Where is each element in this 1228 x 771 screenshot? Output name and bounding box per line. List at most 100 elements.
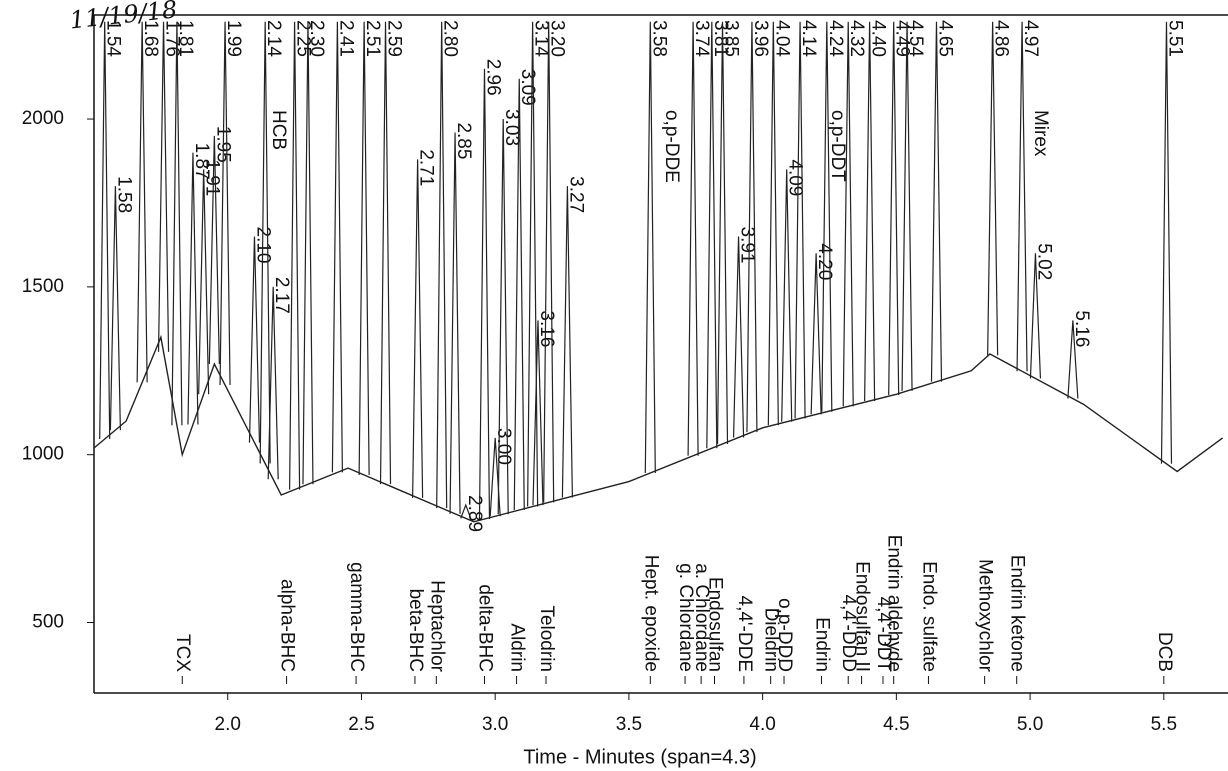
peak-label: 4.24: [825, 20, 846, 57]
peak: [561, 186, 573, 498]
peak-label: 2.85: [453, 122, 474, 159]
peak: [259, 21, 271, 464]
peak: [706, 21, 718, 449]
peak-label: 3.96: [750, 20, 771, 57]
peak-label: 3.74: [691, 20, 712, 57]
compound-label: o,p-DDD: [774, 598, 795, 672]
peak: [208, 135, 220, 365]
peak: [543, 21, 555, 503]
peak: [460, 503, 472, 519]
peak-label: 1.81: [175, 20, 196, 57]
peak-name: o,p-DDT: [827, 110, 848, 182]
peak: [358, 21, 370, 475]
peak-label: 4.97: [1020, 20, 1041, 57]
peak-label: 3.58: [648, 20, 669, 57]
peak-label: 1.87: [191, 143, 212, 180]
peak: [767, 21, 779, 426]
peak-label: 2.80: [440, 20, 461, 57]
y-tick-label: 1500: [22, 276, 64, 297]
peak-label: 3.20: [547, 20, 568, 57]
peak-label: 4.20: [814, 243, 835, 280]
peak: [331, 21, 343, 473]
peak: [842, 21, 854, 407]
peak: [732, 236, 745, 438]
compound-label: 4,4'-DDT: [873, 597, 894, 673]
peak-name: HCB: [268, 110, 289, 150]
peak: [198, 169, 210, 395]
peak-label: 3.00: [493, 428, 514, 465]
peak: [716, 21, 729, 444]
peak: [987, 21, 999, 356]
peak-label: 1.99: [223, 20, 244, 57]
compound-label: Endosulfan: [704, 577, 725, 672]
peak: [248, 236, 261, 443]
peak: [864, 21, 876, 401]
peak-label: 2.30: [306, 20, 327, 57]
peak: [527, 21, 539, 507]
compound-label: Hept. epoxide: [640, 555, 661, 672]
peak: [412, 159, 424, 498]
peak: [930, 21, 943, 382]
peak: [644, 21, 656, 473]
peak-label: 2.71: [416, 149, 437, 186]
peak-label: 1.58: [113, 176, 134, 213]
peak-label: 4.86: [991, 20, 1012, 57]
compound-label: Endrin ketone: [1007, 555, 1028, 672]
peak-label: 1.54: [103, 20, 124, 57]
compound-label: alpha-BHC: [277, 579, 298, 672]
peak: [187, 152, 199, 425]
compound-label: Endosulfan II: [852, 561, 873, 672]
peak-label: 2.59: [384, 20, 405, 57]
peak: [99, 21, 111, 440]
peak-label: 4.65: [934, 20, 955, 57]
peak-label: 3.85: [720, 20, 741, 57]
compound-label: DCB: [1154, 632, 1175, 672]
peak: [513, 78, 525, 511]
peak-label: 2.51: [362, 20, 383, 57]
compound-label: Methoxychlor: [975, 559, 996, 673]
peak-label: 4.09: [785, 159, 806, 196]
compound-label: Dieldrin: [761, 608, 782, 672]
peak-label: 3.81: [710, 20, 731, 57]
compound-label: Telodrin: [536, 605, 557, 672]
peak: [302, 21, 314, 485]
peak: [157, 21, 170, 352]
peak-label: 2.41: [335, 20, 356, 57]
x-tick-label: 3.5: [616, 714, 642, 735]
peak-name: Mirex: [1030, 110, 1051, 157]
peak: [781, 169, 793, 422]
peak: [810, 253, 822, 415]
peak-label: 4.04: [771, 20, 792, 57]
x-tick-label: 5.5: [1151, 714, 1177, 735]
x-tick-label: 2.0: [215, 714, 241, 735]
compound-label: Aldrin: [507, 623, 528, 672]
compound-label: TCX: [172, 634, 193, 672]
peak-label: 5.51: [1164, 20, 1185, 57]
compound-label: Endrin aldehyde: [884, 535, 905, 672]
peak: [888, 21, 900, 395]
peak-label: 4.32: [846, 20, 867, 57]
peak: [136, 21, 148, 383]
peak: [497, 119, 509, 515]
compound-label: Heptachlor: [426, 580, 447, 673]
compound-label: 4,4'-DDE: [734, 596, 755, 672]
peak-label: 3.14: [531, 20, 552, 57]
compound-label: delta-BHC: [474, 584, 495, 672]
x-tick-label: 3.0: [482, 714, 508, 735]
x-tick-label: 5.0: [1017, 714, 1043, 735]
peak: [171, 21, 183, 426]
baseline: [93, 334, 1224, 523]
peak: [109, 186, 121, 431]
x-tick-label: 2.5: [348, 714, 374, 735]
peak: [449, 132, 461, 514]
peak: [436, 21, 448, 509]
peak: [746, 21, 758, 433]
peak: [821, 21, 833, 412]
y-tick-label: 2000: [22, 108, 64, 129]
peak: [532, 320, 544, 506]
peak: [379, 21, 392, 485]
compound-label: g. Chlordane: [675, 563, 696, 672]
x-axis-label: Time - Minutes (span=4.3): [523, 746, 756, 768]
peak: [219, 21, 231, 386]
